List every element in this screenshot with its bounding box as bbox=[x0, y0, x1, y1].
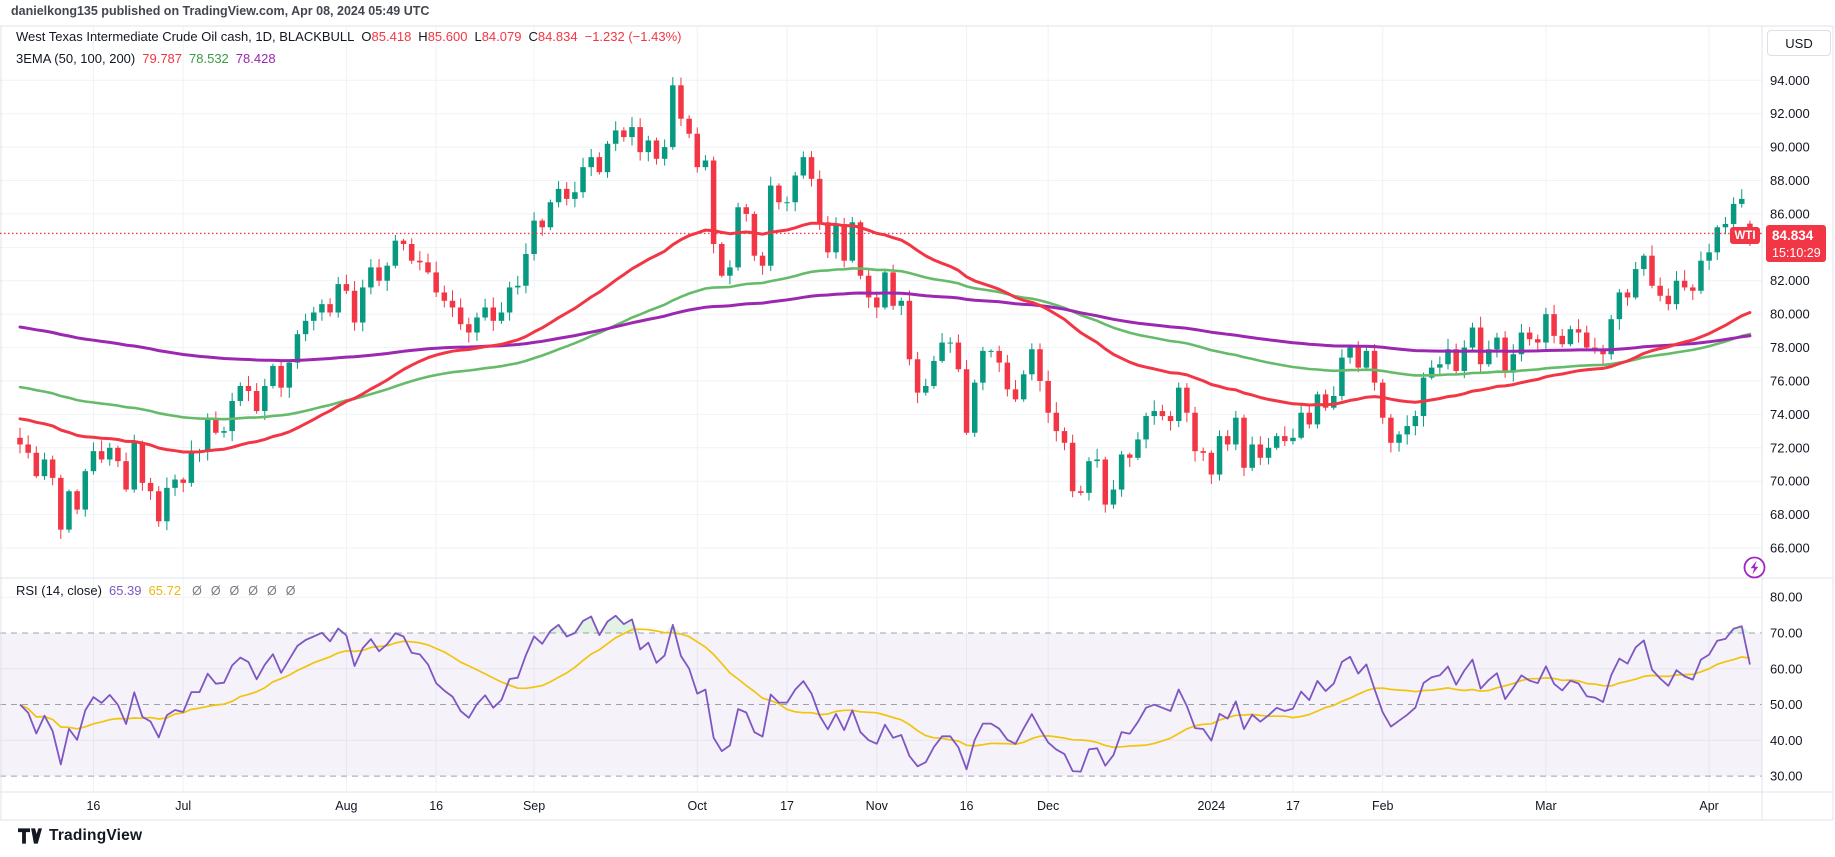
ema200-value: 78.428 bbox=[235, 51, 276, 66]
main-legend[interactable]: West Texas Intermediate Crude Oil cash, … bbox=[16, 29, 681, 44]
rsi-empty-slots: Ø Ø Ø Ø Ø Ø bbox=[192, 584, 295, 598]
rsi-legend[interactable]: RSI (14, close) 65.39 65.72 Ø Ø Ø Ø Ø Ø bbox=[16, 583, 295, 598]
svg-text:66.000: 66.000 bbox=[1770, 541, 1810, 556]
lightning-icon bbox=[1743, 556, 1766, 579]
ema50-value: 79.787 bbox=[142, 51, 183, 66]
svg-text:Dec: Dec bbox=[1037, 799, 1059, 813]
empty-slot-icon: Ø bbox=[210, 583, 221, 598]
svg-text:17: 17 bbox=[1286, 799, 1300, 813]
svg-text:80.00: 80.00 bbox=[1770, 590, 1803, 605]
svg-text:78.000: 78.000 bbox=[1770, 340, 1810, 355]
svg-text:50.00: 50.00 bbox=[1770, 697, 1803, 712]
bar-countdown: 15:10:29 bbox=[1772, 245, 1821, 260]
svg-text:82.000: 82.000 bbox=[1770, 273, 1810, 288]
svg-text:74.000: 74.000 bbox=[1770, 407, 1810, 422]
svg-text:Nov: Nov bbox=[866, 799, 889, 813]
ema100-value: 78.532 bbox=[189, 51, 229, 66]
byline: danielkong135 published on TradingView.c… bbox=[11, 4, 430, 18]
rsi-ma-value: 65.72 bbox=[148, 583, 182, 598]
svg-text:70.00: 70.00 bbox=[1770, 626, 1803, 641]
svg-text:80.000: 80.000 bbox=[1770, 307, 1810, 322]
last-price-label: 84.834 15:10:29 bbox=[1766, 225, 1826, 262]
last-price-value: 84.834 bbox=[1772, 228, 1814, 243]
svg-text:76.000: 76.000 bbox=[1770, 373, 1810, 388]
ema-indicator-title: 3EMA (50, 100, 200) bbox=[16, 51, 136, 66]
empty-slot-icon: Ø bbox=[192, 583, 202, 598]
empty-slot-icon: Ø bbox=[229, 583, 240, 598]
low-value: L 84.079 bbox=[474, 29, 522, 44]
svg-text:60.00: 60.00 bbox=[1770, 661, 1803, 676]
svg-text:72.000: 72.000 bbox=[1770, 440, 1810, 455]
svg-text:17: 17 bbox=[780, 799, 794, 813]
flash-button[interactable] bbox=[1742, 555, 1767, 580]
svg-text:86.000: 86.000 bbox=[1770, 206, 1810, 221]
svg-text:90.000: 90.000 bbox=[1770, 140, 1810, 155]
svg-text:16: 16 bbox=[960, 799, 974, 813]
svg-text:68.000: 68.000 bbox=[1770, 507, 1810, 522]
symbol-title: West Texas Intermediate Crude Oil cash, … bbox=[16, 29, 355, 44]
ema-legend[interactable]: 3EMA (50, 100, 200) 79.787 78.532 78.428 bbox=[16, 51, 276, 66]
rsi-indicator-title: RSI (14, close) bbox=[16, 583, 102, 598]
tradingview-logo-text: TradingView bbox=[49, 827, 143, 844]
close-value: C 84.834 bbox=[528, 29, 578, 44]
svg-text:88.000: 88.000 bbox=[1770, 173, 1810, 188]
svg-text:30.00: 30.00 bbox=[1770, 769, 1803, 784]
empty-slot-icon: Ø bbox=[267, 583, 277, 598]
svg-text:Apr: Apr bbox=[1699, 799, 1718, 813]
svg-text:Oct: Oct bbox=[688, 799, 708, 813]
svg-text:Jul: Jul bbox=[175, 799, 191, 813]
open-value: O 85.418 bbox=[361, 29, 412, 44]
tradingview-mark-icon bbox=[18, 828, 42, 844]
svg-text:40.00: 40.00 bbox=[1770, 733, 1803, 748]
svg-text:Aug: Aug bbox=[335, 799, 357, 813]
empty-slot-icon: Ø bbox=[248, 583, 259, 598]
svg-text:16: 16 bbox=[429, 799, 443, 813]
svg-text:Sep: Sep bbox=[523, 799, 545, 813]
svg-text:92.000: 92.000 bbox=[1770, 106, 1810, 121]
svg-text:94.000: 94.000 bbox=[1770, 73, 1810, 88]
currency-button[interactable]: USD bbox=[1767, 30, 1831, 56]
svg-text:70.000: 70.000 bbox=[1770, 474, 1810, 489]
high-value: H 85.600 bbox=[418, 29, 468, 44]
svg-text:Feb: Feb bbox=[1372, 799, 1394, 813]
rsi-value: 65.39 bbox=[108, 583, 142, 598]
empty-slot-icon: Ø bbox=[285, 583, 296, 598]
price-flag-symbol: WTI bbox=[1730, 227, 1760, 244]
svg-text:Mar: Mar bbox=[1535, 799, 1557, 813]
change-value: −1.232 (−1.43%) bbox=[584, 29, 682, 44]
svg-text:16: 16 bbox=[86, 799, 100, 813]
svg-text:2024: 2024 bbox=[1197, 799, 1225, 813]
tradingview-logo[interactable]: TradingView bbox=[18, 827, 142, 845]
